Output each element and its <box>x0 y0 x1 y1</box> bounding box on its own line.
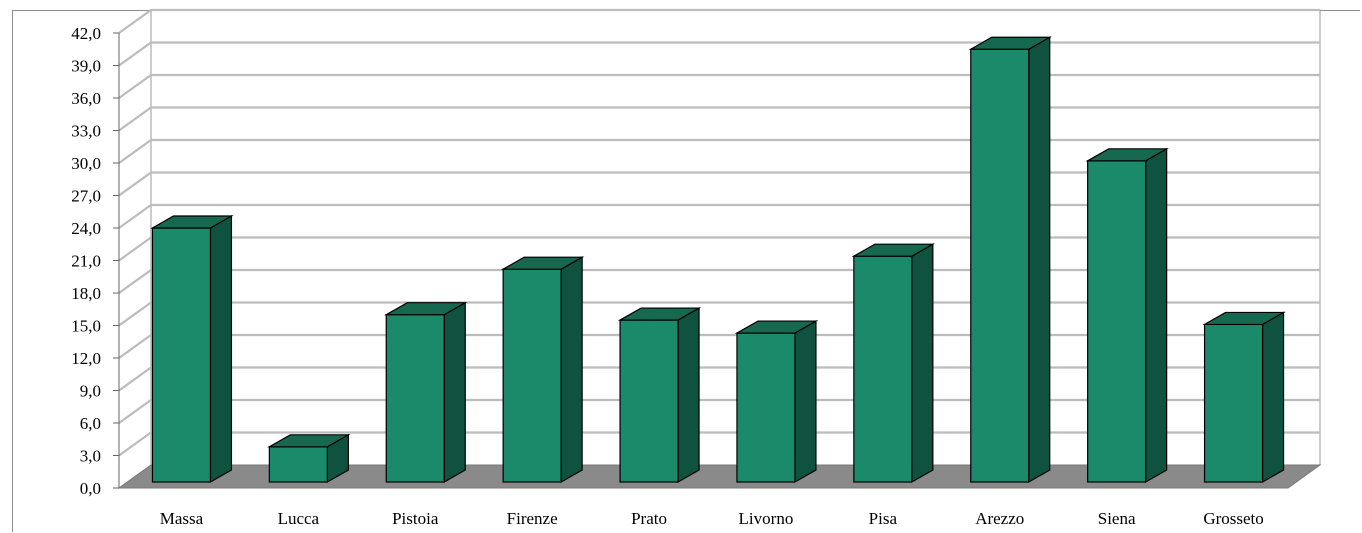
bar-front <box>970 48 1030 483</box>
bar-top <box>383 302 468 316</box>
gridline <box>118 203 1320 229</box>
y-tick-label: 3,0 <box>80 447 101 466</box>
gridline <box>118 138 1320 164</box>
bar-front <box>1087 160 1147 483</box>
y-tick-label: 42,0 <box>71 24 101 43</box>
bar <box>734 320 819 484</box>
x-tick-label: Firenze <box>507 509 558 528</box>
bar-top <box>1202 311 1286 326</box>
x-tick-label: Prato <box>631 509 667 528</box>
bar-side <box>1028 36 1051 484</box>
bar-front <box>385 314 445 483</box>
gridline <box>118 8 1320 34</box>
bar <box>1202 311 1286 484</box>
bar-side <box>443 301 466 484</box>
y-tick-label: 27,0 <box>71 187 101 206</box>
y-tick-label: 36,0 <box>71 89 101 108</box>
x-tick-label: Grosseto <box>1203 509 1263 528</box>
bar-front <box>853 255 913 483</box>
bar-side <box>794 320 817 484</box>
y-tick-label: 0,0 <box>80 479 101 498</box>
y-tick-label: 30,0 <box>71 154 101 173</box>
bar-top <box>150 215 234 229</box>
bar-side <box>677 307 700 484</box>
gridline <box>118 73 1320 99</box>
x-tick-label: Arezzo <box>975 509 1024 528</box>
x-tick-label: Massa <box>160 509 204 528</box>
y-tick-label: 6,0 <box>80 414 101 433</box>
bar-top <box>851 243 936 257</box>
x-tick-label: Lucca <box>278 509 320 528</box>
bar <box>383 301 468 484</box>
bar <box>1085 147 1169 484</box>
bar <box>500 256 585 484</box>
y-tick-label: 24,0 <box>71 219 101 238</box>
bar-top <box>968 36 1053 50</box>
y-tick-label: 33,0 <box>71 122 101 141</box>
bar-front <box>619 319 679 483</box>
bar-top <box>617 307 702 321</box>
bar <box>617 307 702 484</box>
y-tick-label: 15,0 <box>71 317 101 336</box>
x-tick-label: Pisa <box>869 509 898 528</box>
gridline <box>118 41 1320 67</box>
gridline <box>118 171 1320 197</box>
bar <box>968 36 1053 484</box>
x-tick-label: Livorno <box>739 509 794 528</box>
y-tick-label: 12,0 <box>71 349 101 368</box>
y-tick-label: 18,0 <box>71 284 101 303</box>
y-axis: 0,0 3,0 6,0 9,0 12,0 15,0 18,0 21,0 24,0 27,0 30,0… <box>71 24 120 498</box>
bar-side <box>209 214 233 484</box>
bar-side <box>560 256 583 484</box>
bar-top <box>500 256 585 270</box>
bar <box>267 433 351 484</box>
bar-side <box>1145 147 1168 484</box>
y-tick-label: 9,0 <box>80 382 101 401</box>
x-tick-label: Pistoia <box>392 509 439 528</box>
gridline <box>118 106 1320 132</box>
bar-front <box>736 332 796 483</box>
bar-side <box>1261 311 1285 484</box>
bar-side <box>911 243 934 484</box>
x-axis: Massa Lucca Pistoia Firenze Prato Livorno Pisa… <box>160 509 1264 528</box>
bar <box>851 243 936 484</box>
bar-front <box>1203 323 1264 483</box>
bars <box>150 36 1286 484</box>
bar-top <box>267 434 351 448</box>
bar-front <box>151 227 212 483</box>
bar-front <box>502 268 562 483</box>
y-tick-label: 21,0 <box>71 252 101 271</box>
bar <box>150 214 234 484</box>
bar-top <box>1085 148 1169 162</box>
bar-front <box>268 446 328 483</box>
y-tick-label: 39,0 <box>71 57 101 76</box>
bar-top <box>734 320 819 334</box>
gridline <box>118 236 1320 262</box>
x-tick-label: Siena <box>1098 509 1136 528</box>
